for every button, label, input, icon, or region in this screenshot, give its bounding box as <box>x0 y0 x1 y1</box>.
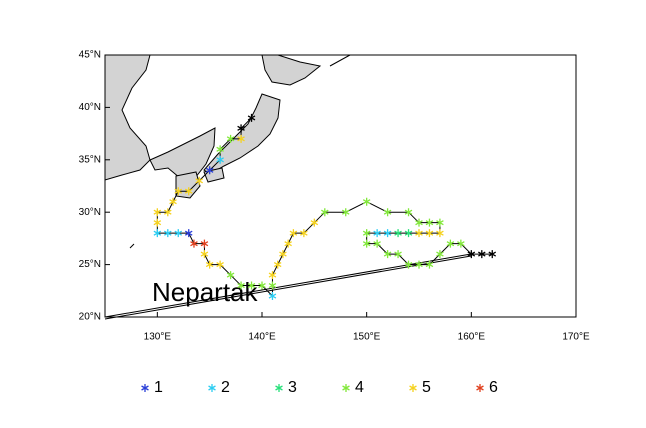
track-point <box>279 250 287 259</box>
legend-marker <box>342 384 350 392</box>
legend-label: 1 <box>154 379 163 396</box>
sakhalin-hokkaido <box>261 54 322 86</box>
track-point <box>169 197 177 206</box>
track-point <box>446 239 455 248</box>
track-point <box>404 260 413 269</box>
track-point <box>310 218 319 227</box>
track-point <box>226 271 235 280</box>
track-point <box>247 281 256 290</box>
track-point <box>425 260 434 269</box>
track-point <box>373 239 381 248</box>
track-point <box>467 250 476 259</box>
legend-label: 3 <box>288 379 297 396</box>
track-point <box>205 260 214 269</box>
legend-marker <box>476 384 484 392</box>
kyushu <box>175 171 201 199</box>
track-point <box>415 229 423 238</box>
china-coast <box>104 54 151 181</box>
track-point <box>478 250 486 259</box>
x-tick-label: 160°E <box>458 332 486 343</box>
y-tick-label: 30°N <box>79 207 101 218</box>
boundary-line <box>104 255 472 320</box>
track-point <box>268 292 277 301</box>
track-point <box>488 250 497 259</box>
track-point <box>174 229 183 238</box>
track-point <box>153 208 162 217</box>
x-tick-label: 150°E <box>353 332 381 343</box>
track-point <box>226 134 235 143</box>
y-tick-label: 20°N <box>79 312 101 323</box>
track-point <box>216 260 224 269</box>
x-tick-label: 170°E <box>562 332 590 343</box>
track-point <box>273 260 282 269</box>
track-point <box>200 239 209 248</box>
track-point <box>436 218 444 227</box>
track-point <box>300 229 308 238</box>
track-point <box>190 239 198 248</box>
track-point <box>268 281 277 290</box>
legend-marker <box>275 384 283 392</box>
track-point <box>237 134 245 143</box>
y-tick-label: 45°N <box>79 50 101 61</box>
legend-label: 5 <box>422 379 431 396</box>
legend-label: 2 <box>221 379 230 396</box>
korea <box>149 127 216 179</box>
track-point <box>425 229 434 238</box>
track-point <box>200 250 209 259</box>
track-point <box>404 208 413 217</box>
track-point <box>341 208 350 217</box>
legend-label: 4 <box>355 379 364 396</box>
land <box>104 54 351 249</box>
track-point <box>362 239 371 248</box>
y-tick-label: 35°N <box>79 154 101 165</box>
x-tick-label: 130°E <box>144 332 172 343</box>
track-point <box>362 229 371 238</box>
track-point <box>415 218 423 227</box>
legend-marker <box>409 384 417 392</box>
track-point <box>247 113 256 122</box>
track-point <box>237 124 245 133</box>
track-point <box>164 229 172 238</box>
track-point <box>195 176 203 185</box>
track-point <box>216 155 224 164</box>
track-point <box>164 208 172 217</box>
track-point <box>404 229 413 238</box>
track-point <box>258 281 266 290</box>
track-point <box>184 229 193 238</box>
track-point <box>383 250 392 259</box>
storm-name: Nepartak <box>152 277 258 307</box>
track-point <box>216 145 224 154</box>
track-point <box>205 166 214 175</box>
track-point <box>425 218 434 227</box>
track-point <box>436 229 444 238</box>
track-point <box>174 187 183 196</box>
track-point <box>237 281 245 290</box>
track-point <box>289 229 298 238</box>
track-point <box>436 250 444 259</box>
track-point <box>394 229 402 238</box>
track-point <box>383 229 392 238</box>
legend-marker <box>141 384 149 392</box>
track-point <box>373 229 381 238</box>
track-point <box>153 218 162 227</box>
track-point <box>284 239 292 248</box>
track-point <box>153 229 162 238</box>
track-point <box>321 208 329 217</box>
track-point <box>394 250 402 259</box>
honshu <box>203 93 281 175</box>
legend-marker <box>208 384 216 392</box>
track-point <box>362 197 371 206</box>
track-point <box>415 260 423 269</box>
track-point <box>457 239 465 248</box>
track-point <box>268 271 277 280</box>
y-tick-label: 40°N <box>79 102 101 113</box>
y-tick-label: 25°N <box>79 259 101 270</box>
legend-label: 6 <box>489 379 498 396</box>
track-point <box>383 208 392 217</box>
plot-frame <box>104 54 577 318</box>
x-tick-label: 140°E <box>248 332 276 343</box>
track-point <box>184 187 193 196</box>
